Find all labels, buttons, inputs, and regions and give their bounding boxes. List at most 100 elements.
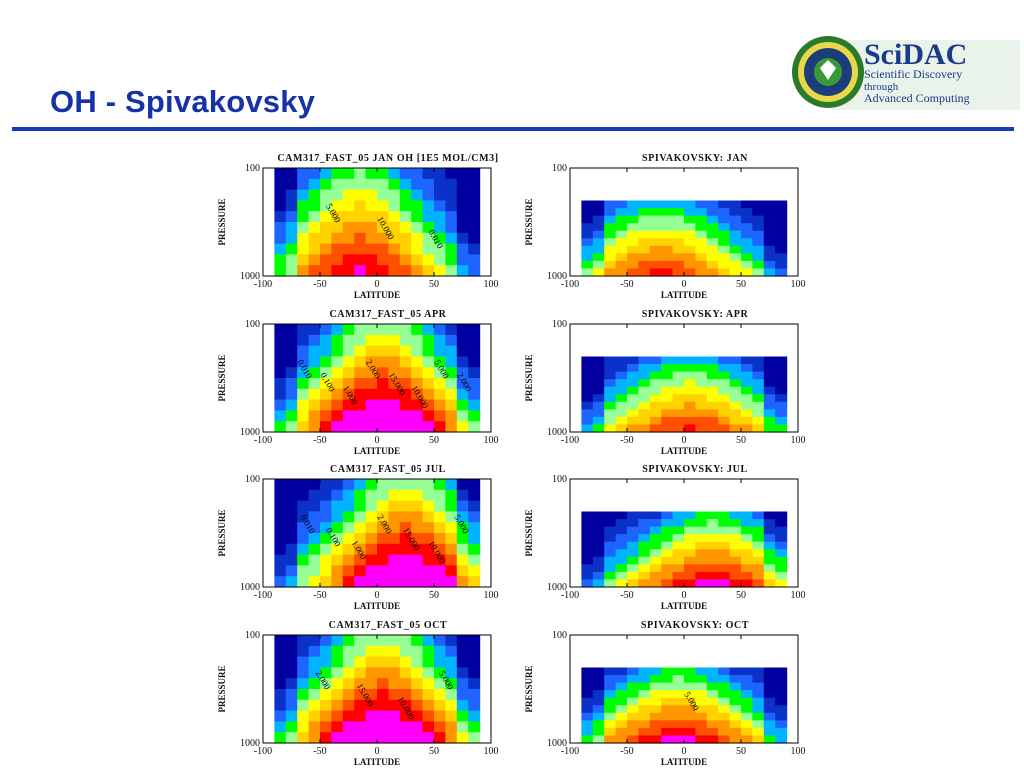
- chart4-cell: [377, 576, 389, 588]
- chart0-cell: [468, 189, 481, 201]
- chart7-cell: [752, 712, 765, 721]
- chart0-cell: [297, 265, 310, 277]
- chart0-cell: [365, 232, 378, 245]
- panel-cam-jul-svg: CAM317_FAST_05 JUL0.0100.1001.0002.00015…: [217, 464, 499, 611]
- chart6-cell: [422, 656, 435, 668]
- chart7-cell: [638, 675, 651, 684]
- chart4-cell: [377, 500, 389, 512]
- chart6-cell: [468, 689, 481, 701]
- chart0-cell: [320, 211, 332, 223]
- chart1-cell: [695, 230, 708, 239]
- chart4-cell: [342, 479, 355, 491]
- chart4-cell: [308, 489, 321, 502]
- chart7-xtick-label: -50: [620, 746, 633, 757]
- chart0-cell: [320, 200, 332, 212]
- chart4-cell: [456, 511, 469, 523]
- chart5-cell: [706, 556, 719, 565]
- chart6-cell: [456, 710, 469, 722]
- chart4-cell: [342, 576, 355, 588]
- chart3-cell: [706, 394, 719, 403]
- chart3-cell: [763, 379, 776, 388]
- chart4-cell: [331, 489, 344, 502]
- chart4-cell: [308, 543, 321, 556]
- chart3-cell: [729, 379, 742, 388]
- chart6-cell: [285, 656, 298, 668]
- chart4-field: [274, 479, 481, 588]
- chart4-cell: [445, 533, 458, 545]
- chart3-cell: [763, 394, 776, 403]
- chart5-cell: [649, 564, 662, 573]
- chart1-cell: [604, 230, 617, 239]
- chart4-cell: [388, 500, 401, 512]
- chart7-cell: [581, 727, 594, 737]
- chart0-cell: [365, 222, 378, 234]
- chart1-xtick-label: -100: [561, 279, 579, 290]
- chart3-cell: [752, 401, 765, 410]
- chart2-cell: [377, 356, 389, 368]
- chart6-cell: [377, 656, 389, 668]
- chart1-cell: [775, 208, 788, 217]
- chart6-cell: [377, 667, 389, 679]
- chart3-cell: [706, 401, 719, 410]
- chart2-cell: [320, 367, 332, 379]
- chart4-cell: [285, 511, 298, 523]
- chart4-cell: [377, 489, 389, 502]
- chart4-cell: [342, 554, 355, 566]
- chart2-cell: [297, 324, 310, 336]
- chart7-cell: [741, 735, 753, 744]
- chart6-cell: [320, 710, 332, 722]
- chart4-cell: [320, 576, 332, 588]
- chart5-cell: [741, 556, 753, 565]
- chart5-cell: [775, 571, 788, 581]
- chart1-cell: [661, 208, 674, 217]
- chart1-ytick-label: 100: [552, 163, 567, 174]
- chart0-cell: [399, 211, 412, 223]
- chart1-cell: [638, 200, 651, 209]
- chart5-cell: [649, 549, 662, 558]
- chart3-cell: [672, 356, 685, 365]
- chart0-cell: [331, 243, 344, 255]
- chart3-cell: [592, 356, 605, 365]
- chart0-field: [274, 168, 481, 277]
- chart0-cell: [308, 178, 321, 191]
- chart3-cell: [752, 379, 765, 388]
- chart4-cell: [456, 576, 469, 588]
- chart3-cell: [718, 356, 731, 365]
- chart3-cell: [729, 424, 742, 433]
- chart4-cell: [399, 533, 412, 545]
- chart1-xlabel: LATITUDE: [661, 290, 707, 298]
- panel-spiv-jan: SPIVAKOVSKY: JAN -100 -50 0 50 100 100 1000 LATI…: [520, 150, 820, 300]
- chart7-cell: [615, 697, 628, 706]
- chart0-cell: [342, 168, 355, 180]
- chart6-cell: [331, 721, 344, 733]
- chart3-cell: [775, 364, 788, 373]
- chart7-cell: [752, 675, 765, 684]
- chart1-cell: [729, 223, 742, 232]
- chart0-cell: [377, 168, 389, 180]
- chart5-cell: [695, 556, 708, 565]
- chart2-cell: [285, 378, 298, 390]
- chart5-cell: [752, 534, 765, 543]
- chart2-cell: [331, 356, 344, 368]
- chart1-cell: [741, 238, 753, 247]
- chart4-cell: [399, 576, 412, 588]
- chart1-cell: [661, 268, 674, 277]
- chart0-cell: [365, 243, 378, 255]
- chart3-cell: [604, 364, 617, 373]
- chart7-cell: [763, 697, 776, 706]
- chart5-cell: [638, 564, 651, 573]
- chart4-cell: [422, 533, 435, 545]
- chart3-cell: [684, 356, 696, 365]
- chart7-cell: [775, 735, 788, 744]
- chart1-cell: [592, 260, 605, 270]
- chart7-cell: [604, 720, 617, 729]
- chart6-cell: [365, 732, 378, 744]
- chart6-xlabel: LATITUDE: [354, 757, 400, 765]
- chart5-cell: [627, 579, 639, 588]
- chart6-ytick-label: 100: [245, 630, 260, 641]
- chart0-cell: [434, 232, 446, 245]
- chart2-cell: [456, 421, 469, 433]
- chart2-cell: [445, 334, 458, 347]
- chart6-cell: [365, 678, 378, 690]
- chart0-cell: [274, 222, 287, 234]
